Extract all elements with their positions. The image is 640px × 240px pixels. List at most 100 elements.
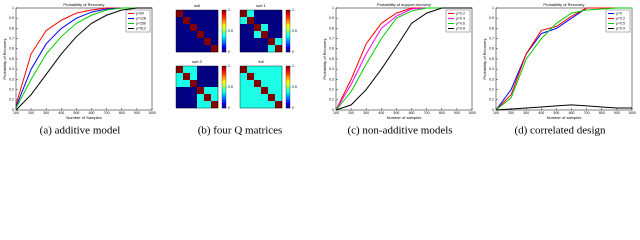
colorbar-segment <box>222 43 226 46</box>
x-tick-label: 800 <box>599 111 605 115</box>
colorbar-tick-label: 0.5 <box>228 85 233 89</box>
colorbar-segment <box>286 28 290 30</box>
colorbar-tick-label: 0.5 <box>292 29 297 33</box>
colorbar-segment <box>286 68 290 71</box>
colorbar-segment <box>286 12 290 15</box>
legend-label: ρ=0 <box>616 11 622 15</box>
heatmap-cell <box>275 87 283 95</box>
x-tick-label: 100 <box>333 111 339 115</box>
x-tick-label: 400 <box>538 111 544 115</box>
legend-box <box>445 9 471 33</box>
heatmap-cell <box>204 38 212 46</box>
heatmap-cell <box>275 101 283 109</box>
heatmap-cell <box>261 94 269 102</box>
heatmap-cell <box>261 66 269 74</box>
colorbar-segment <box>222 94 226 96</box>
colorbar-segment <box>222 103 226 106</box>
heatmap-cell <box>261 38 269 46</box>
heatmap-cell <box>268 94 276 102</box>
colorbar-segment <box>222 98 226 100</box>
colorbar-segment <box>222 28 226 30</box>
heatmap-cell <box>211 24 219 32</box>
colorbar-segment <box>286 50 290 53</box>
heatmap-cell <box>176 94 184 102</box>
y-tick-label: 0.7 <box>489 37 494 41</box>
heatmap-cell <box>190 31 198 39</box>
heatmap-cell <box>268 17 276 25</box>
legend-box <box>605 9 631 33</box>
heatmap-cell <box>247 24 255 32</box>
heatmap-cell <box>247 31 255 39</box>
heatmap-cell <box>268 38 276 46</box>
colorbar-segment <box>286 89 290 92</box>
colorbar-segment <box>286 71 290 74</box>
series-line <box>15 7 152 109</box>
x-tick-label: 200 <box>348 111 354 115</box>
colorbar-segment <box>286 40 290 43</box>
caption: (d) correlated design <box>514 125 606 137</box>
x-tick-label: 300 <box>523 111 529 115</box>
heatmap-cell <box>254 101 262 109</box>
y-tick-label: 0.5 <box>489 57 494 61</box>
heatmap-cell <box>240 87 248 95</box>
colorbar-segment <box>286 33 290 36</box>
colorbar-segment <box>222 10 226 12</box>
legend-label: p=64 <box>136 11 144 15</box>
heatmap-cell <box>197 45 205 53</box>
heatmap-cell <box>176 38 184 46</box>
colorbar-tick-label: 0 <box>228 106 230 110</box>
x-tick-label: 500 <box>74 111 80 115</box>
series-line <box>495 7 632 111</box>
colorbar-segment <box>222 84 226 86</box>
colorbar-segment <box>222 47 226 50</box>
heatmap-cell <box>247 10 255 18</box>
heatmap-cell <box>261 87 269 95</box>
colorbar-segment <box>286 105 290 107</box>
colorbar-segment <box>222 106 226 109</box>
heatmap-cell <box>254 17 262 25</box>
y-tick-label: 0 <box>332 108 334 112</box>
colorbar-tick-label: 1 <box>228 64 230 68</box>
heatmap-cell <box>204 80 212 88</box>
caption: (a) additive model <box>40 125 121 137</box>
colorbar-segment <box>222 95 226 97</box>
heatmap-cell <box>240 80 248 88</box>
colorbar-segment <box>222 14 226 16</box>
colorbar-segment <box>222 88 226 90</box>
heatmap-cell <box>247 66 255 74</box>
y-tick-label: 0.4 <box>329 67 334 71</box>
series-line <box>495 7 632 111</box>
y-tick-label: 0.6 <box>329 47 334 51</box>
colorbar-segment <box>222 96 226 99</box>
heatmap-title: sub 1 <box>256 3 267 8</box>
heatmap-cell <box>204 94 212 102</box>
heatmap-cell <box>240 17 248 25</box>
heatmap-cell <box>197 17 205 25</box>
heatmap-cell <box>268 31 276 39</box>
heatmap-cell <box>211 87 219 95</box>
colorbar-segment <box>286 21 290 23</box>
legend-label: ρ=0.4 <box>456 16 465 20</box>
heatmap-cell <box>183 38 191 46</box>
colorbar-segment <box>222 33 226 36</box>
heatmap-cell <box>275 10 283 18</box>
y-tick-label: 0.3 <box>329 77 334 81</box>
colorbar-segment <box>222 49 226 51</box>
heatmap-cell <box>204 45 212 53</box>
heatmap-cell <box>183 17 191 25</box>
y-tick-label: 0.4 <box>489 67 494 71</box>
heatmap-cell <box>275 73 283 81</box>
y-tick-label: 0.6 <box>489 47 494 51</box>
colorbar-segment <box>286 66 290 68</box>
colorbar-segment <box>222 29 226 32</box>
heatmap-cell <box>183 73 191 81</box>
colorbar-segment <box>286 32 290 34</box>
heatmap-frame <box>175 65 219 109</box>
heatmap-cell <box>261 45 269 53</box>
heatmap-cell <box>176 17 184 25</box>
heatmap-cell <box>204 66 212 74</box>
y-tick-label: 1 <box>12 6 14 10</box>
heatmap-cell <box>204 101 212 109</box>
colorbar-segment <box>222 82 226 85</box>
heatmap-cell <box>247 80 255 88</box>
